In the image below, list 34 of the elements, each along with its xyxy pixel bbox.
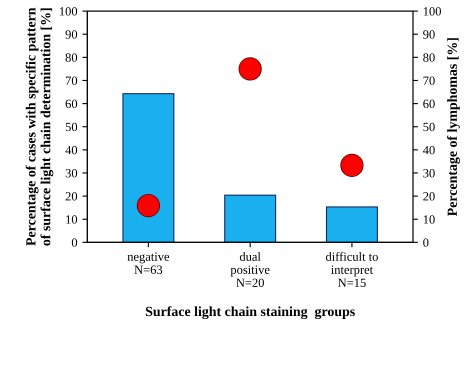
bar [224, 194, 276, 242]
x-tick-label: negative N=63 [128, 252, 170, 274]
y-tick-label: 40 [65, 146, 78, 154]
y-tick-label: 30 [66, 169, 78, 178]
y2-tick-label: 80 [423, 53, 435, 62]
y2-tick-label: 60 [423, 100, 435, 108]
y2-tick-label: 30 [423, 169, 435, 178]
y-tick-label: 80 [66, 53, 78, 62]
y2-tick-label: 40 [422, 146, 435, 154]
y2-tick-label: 0 [423, 238, 428, 247]
x-axis-title: Surface light chain staining groups [146, 306, 355, 320]
y-tick-label: 60 [66, 100, 78, 108]
y2-tick-label: 100 [424, 7, 441, 16]
y-tick-label: 90 [66, 30, 78, 39]
y-tick-label: 0 [72, 238, 78, 247]
bar [326, 206, 378, 242]
y2-tick-label: 70 [424, 76, 435, 85]
point [340, 154, 364, 177]
y-tick-label: 20 [66, 192, 78, 201]
y-tick-label: 10 [66, 215, 78, 224]
point [136, 194, 160, 218]
y2-tick-label: 20 [423, 192, 435, 201]
y-tick-label: 50 [66, 122, 78, 132]
y-axis-title: Percentage of cases with specific pattern of surface light chain determination [%] [26, 8, 54, 246]
point [238, 57, 262, 81]
y-tick-label: 70 [66, 76, 78, 85]
x-tick-label: difficult to interpret N=15 [326, 252, 378, 288]
y-tick-label: 100 [60, 7, 78, 16]
y2-axis-title: Percentage of lymphomas [%] [447, 38, 460, 216]
y2-tick-label: 90 [423, 30, 435, 39]
y2-tick-label: 10 [424, 215, 435, 224]
bar [122, 93, 174, 242]
y2-tick-label: 50 [423, 122, 435, 132]
x-tick-label: dual positive N=20 [230, 252, 270, 288]
